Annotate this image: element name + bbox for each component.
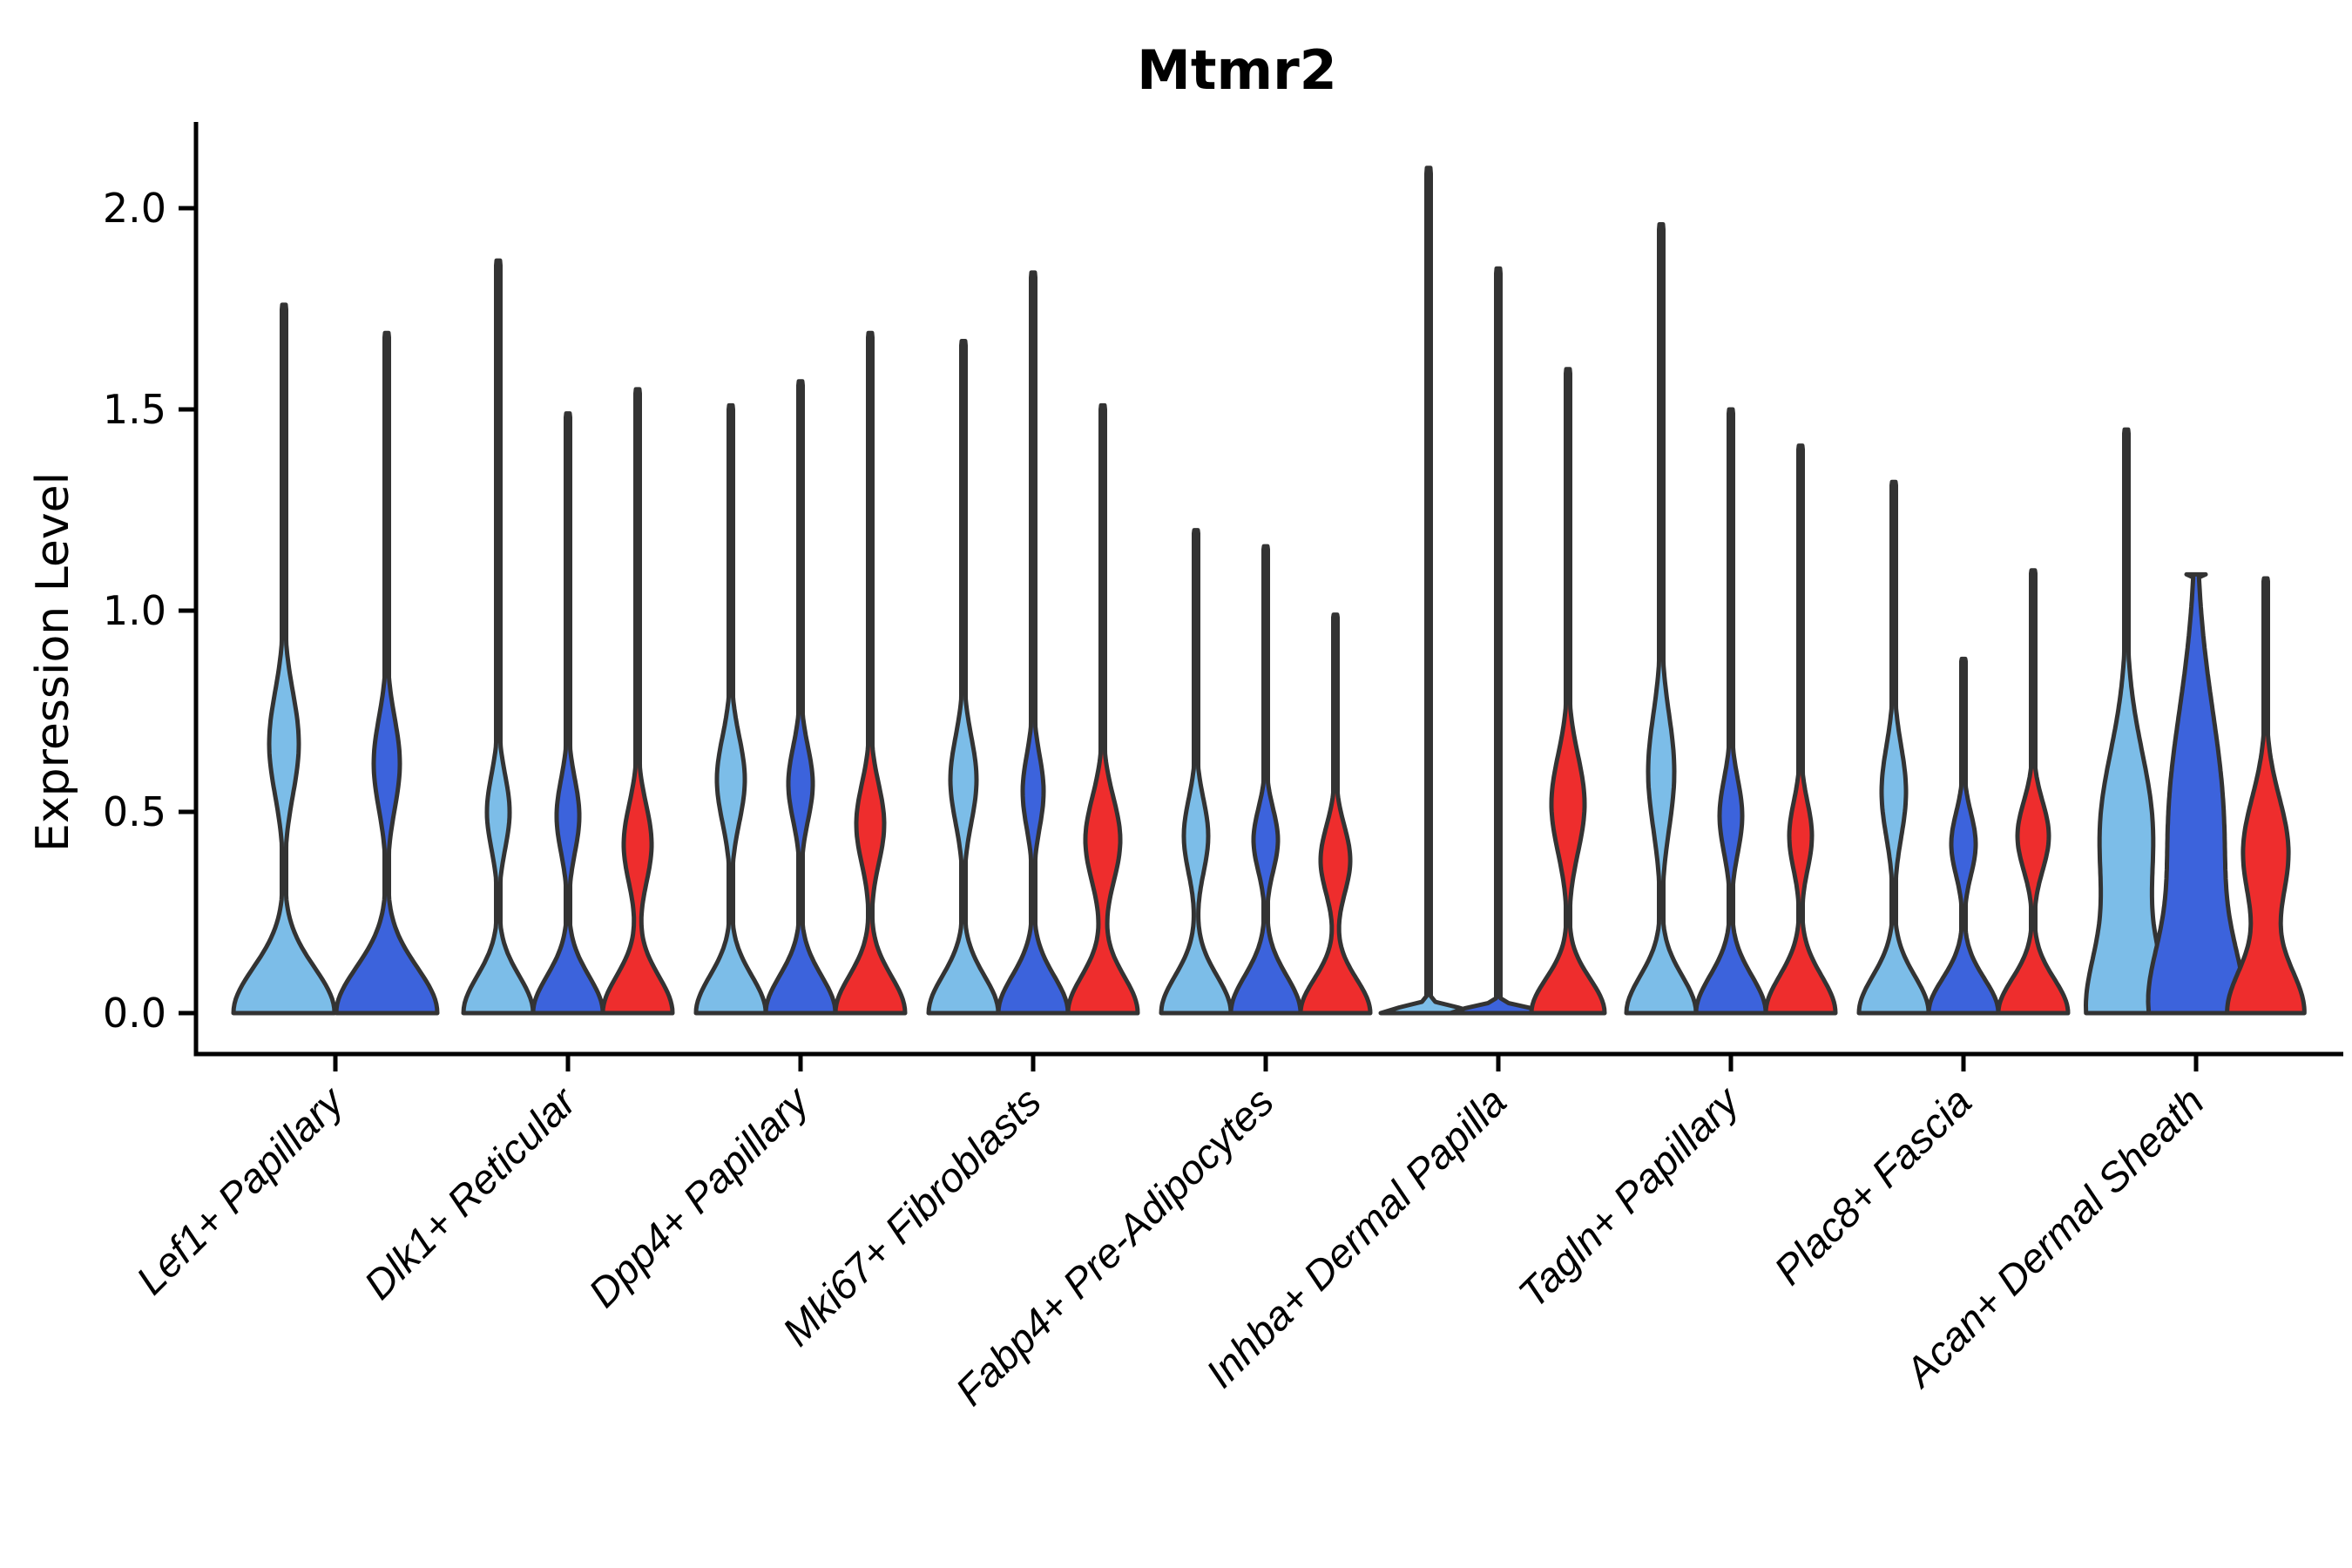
y-axis-label: Expression Level: [27, 472, 79, 852]
y-tick-label: 0.0: [103, 990, 166, 1037]
violin-tagln-light_blue_sample: [1624, 222, 1699, 1016]
violin-dpp4-light_blue_sample: [693, 402, 768, 1016]
violin-acan-dark_blue_sample: [2146, 571, 2247, 1016]
violin-mki67-light_blue_sample: [926, 339, 1001, 1016]
violin-plac8-light_blue_sample: [1856, 479, 1931, 1016]
violin-fabp4-dark_blue_sample: [1228, 544, 1303, 1016]
violin-dpp4-dark_blue_sample: [763, 379, 838, 1016]
violin-tagln-red_sample: [1763, 443, 1838, 1016]
violin-lef1-dark_blue_sample: [334, 330, 440, 1016]
violin-lef1-light_blue_sample: [231, 302, 337, 1016]
violin-acan-light_blue_sample: [2084, 427, 2169, 1016]
chart-title: Mtmr2: [1137, 38, 1337, 102]
y-axis: 0.0 0.5 1.0 1.5 2.0: [103, 122, 199, 1057]
y-tick-label: 0.5: [103, 788, 166, 835]
violin-dlk1-dark_blue_sample: [531, 411, 605, 1016]
violin-plac8-red_sample: [1996, 568, 2071, 1016]
violin-mki67-red_sample: [1065, 402, 1140, 1016]
violin-plac8-dark_blue_sample: [1926, 656, 2001, 1016]
violin-dlk1-light_blue_sample: [461, 258, 536, 1016]
y-tick-label: 1.5: [103, 386, 166, 433]
violin-tagln-dark_blue_sample: [1693, 407, 1768, 1016]
violin-inhba-dark_blue_sample: [1448, 266, 1549, 1016]
violin-fabp4-light_blue_sample: [1159, 528, 1233, 1016]
violin-inhba-red_sample: [1529, 367, 1607, 1016]
violin-inhba-light_blue_sample: [1378, 166, 1479, 1016]
y-tick-label: 1.0: [103, 587, 166, 634]
violin-dpp4-red_sample: [833, 330, 908, 1016]
violin-acan-red_sample: [2225, 576, 2307, 1016]
violin-dlk1-red_sample: [600, 387, 675, 1016]
violin-mki67-dark_blue_sample: [996, 270, 1071, 1016]
violins: [231, 166, 2307, 1016]
y-tick-label: 2.0: [103, 185, 166, 232]
violin-fabp4-red_sample: [1298, 612, 1373, 1016]
